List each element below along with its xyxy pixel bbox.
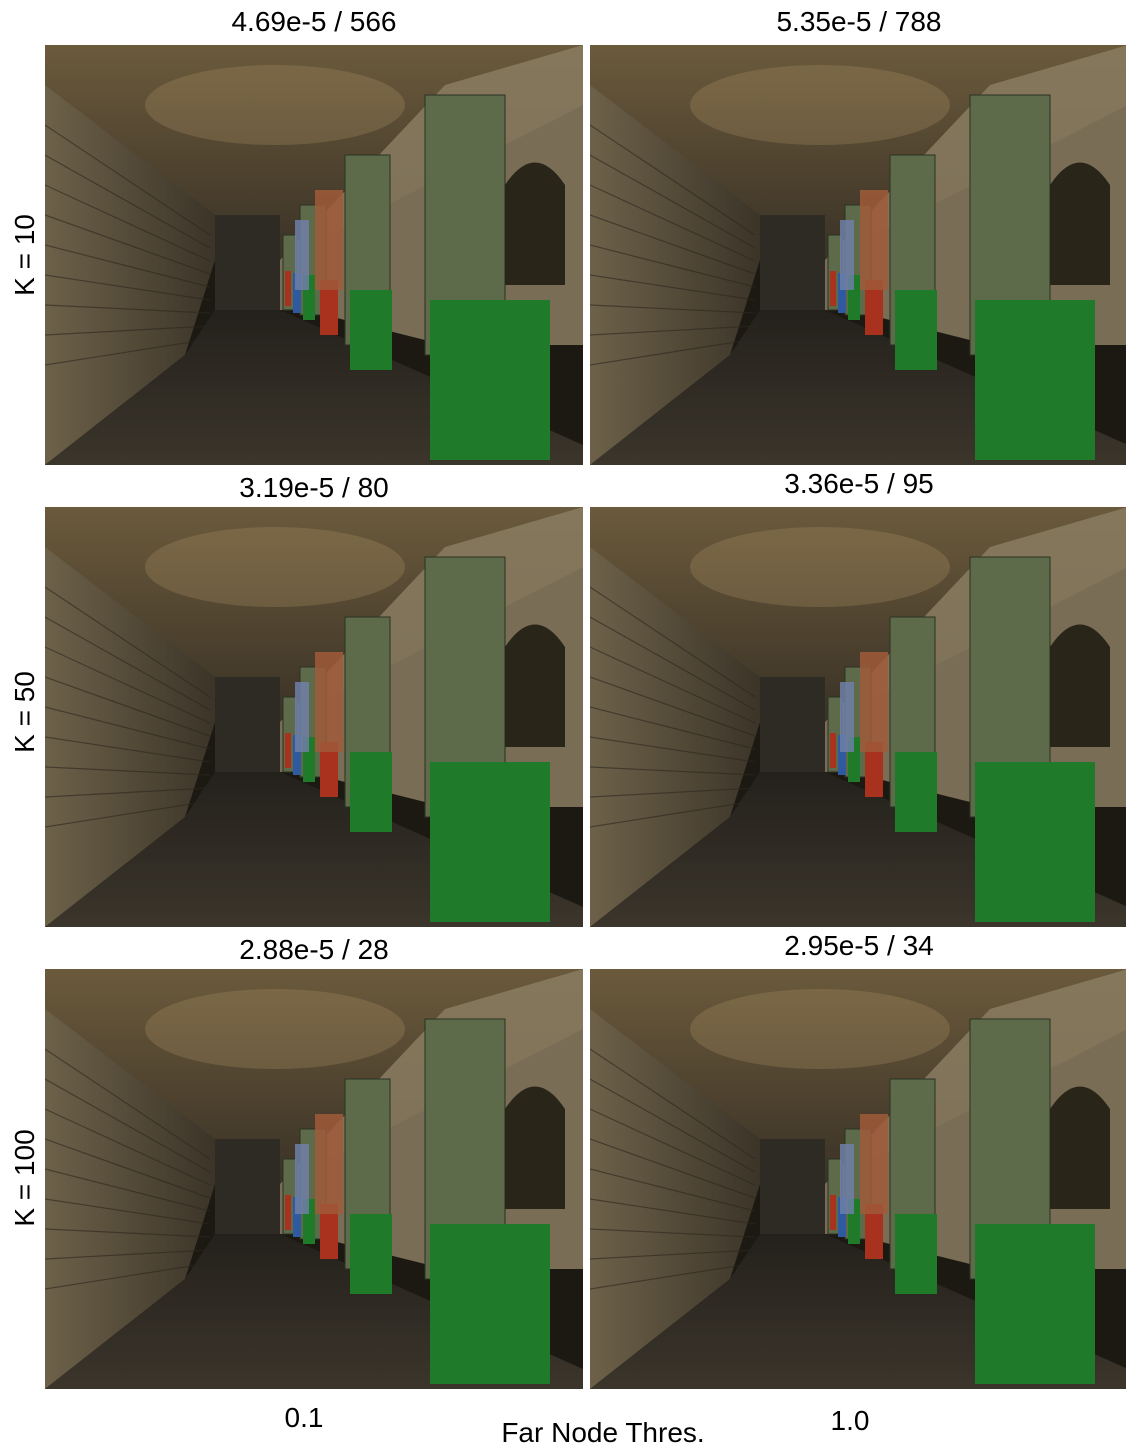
curtain [840, 220, 854, 290]
banner [285, 733, 291, 768]
banner [430, 300, 550, 460]
caption-r1-c2: 5.35e-5 / 788 [776, 6, 942, 37]
arch [505, 162, 565, 285]
curtain [860, 1114, 888, 1214]
column-tick-1-0: 1.0 [830, 1405, 870, 1436]
corridor-scene [590, 507, 1126, 927]
render-image-r3-c1 [45, 969, 583, 1389]
back-wall [760, 215, 825, 310]
render-image-r3-c2 [590, 969, 1126, 1389]
banner [320, 280, 338, 335]
render-image-r2-c2 [590, 507, 1126, 927]
curtain [295, 1144, 309, 1214]
banner [293, 273, 301, 313]
curtain [840, 1144, 854, 1214]
banner [830, 733, 836, 768]
caption-r3-c1: 2.88e-5 / 28 [239, 934, 389, 965]
banner [320, 1204, 338, 1259]
left-wall [590, 969, 760, 1389]
back-wall [215, 215, 280, 310]
banner [320, 742, 338, 797]
arch [1050, 624, 1110, 747]
banner [895, 1214, 937, 1294]
column-tick-0-1: 0.1 [284, 1402, 324, 1433]
banner [430, 1224, 550, 1384]
banner [865, 280, 883, 335]
banner [830, 271, 836, 306]
curtain [840, 682, 854, 752]
back-wall [760, 677, 825, 772]
curtain [295, 220, 309, 290]
left-wall [590, 45, 760, 465]
banner [293, 735, 301, 775]
banner [975, 762, 1095, 922]
back-wall [760, 1139, 825, 1234]
banner [895, 752, 937, 832]
light-glow [145, 527, 405, 607]
render-image-r1-c2 [590, 45, 1126, 465]
render-image-r2-c1 [45, 507, 583, 927]
corridor-scene [45, 969, 583, 1389]
back-wall [215, 677, 280, 772]
banner [975, 300, 1095, 460]
banner [838, 735, 846, 775]
curtain [315, 652, 343, 752]
banner [865, 742, 883, 797]
light-glow [145, 65, 405, 145]
curtain [860, 652, 888, 752]
left-wall [45, 507, 215, 927]
corridor-scene [590, 969, 1126, 1389]
light-glow [690, 65, 950, 145]
caption-r2-c1: 3.19e-5 / 80 [239, 472, 389, 503]
light-glow [690, 989, 950, 1069]
caption-r2-c2: 3.36e-5 / 95 [784, 468, 934, 499]
corridor-scene [590, 45, 1126, 465]
row-label-k50: K = 50 [9, 671, 40, 753]
row-label-k100: K = 100 [9, 1129, 40, 1227]
corridor-scene [45, 45, 583, 465]
row-label-k10: K = 10 [9, 214, 40, 296]
curtain [860, 190, 888, 290]
arch [1050, 1086, 1110, 1209]
banner [350, 290, 392, 370]
curtain [315, 190, 343, 290]
render-image-r1-c1 [45, 45, 583, 465]
banner [830, 1195, 836, 1230]
banner [285, 271, 291, 306]
banner [285, 1195, 291, 1230]
arch [505, 1086, 565, 1209]
x-axis-label: Far Node Thres. [501, 1417, 705, 1448]
banner [975, 1224, 1095, 1384]
corridor-scene [45, 507, 583, 927]
caption-r3-c2: 2.95e-5 / 34 [784, 930, 934, 961]
left-wall [590, 507, 760, 927]
banner [865, 1204, 883, 1259]
left-wall [45, 45, 215, 465]
curtain [315, 1114, 343, 1214]
light-glow [145, 989, 405, 1069]
curtain [295, 682, 309, 752]
caption-r1-c1: 4.69e-5 / 566 [231, 6, 397, 37]
back-wall [215, 1139, 280, 1234]
banner [838, 273, 846, 313]
left-wall [45, 969, 215, 1389]
banner [350, 1214, 392, 1294]
light-glow [690, 527, 950, 607]
banner [293, 1197, 301, 1237]
arch [1050, 162, 1110, 285]
arch [505, 624, 565, 747]
banner [895, 290, 937, 370]
banner [838, 1197, 846, 1237]
banner [430, 762, 550, 922]
banner [350, 752, 392, 832]
